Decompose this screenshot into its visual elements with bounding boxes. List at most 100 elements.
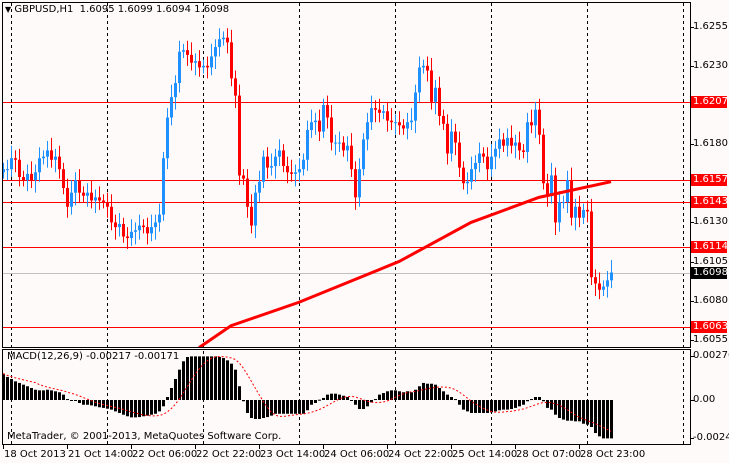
macd-bar xyxy=(594,400,597,434)
macd-bar xyxy=(194,356,197,400)
price-tick-label: 1.6180 xyxy=(693,138,728,149)
macd-bar xyxy=(106,400,109,409)
time-tick-label: 28 Oct 07:00 xyxy=(516,449,582,460)
bull-candle xyxy=(10,158,13,170)
bear-candle xyxy=(106,202,109,207)
macd-bar xyxy=(70,400,73,401)
bear-candle xyxy=(390,120,393,123)
macd-bar xyxy=(262,400,265,419)
macd-signal-line xyxy=(3,356,612,432)
bull-candle xyxy=(170,97,173,118)
bull-candle xyxy=(278,150,281,157)
bull-candle xyxy=(182,50,185,52)
level-price-label: 1.6157 xyxy=(691,174,728,186)
bear-candle xyxy=(226,37,229,43)
bull-candle xyxy=(34,172,37,181)
bear-candle xyxy=(18,159,21,178)
moving-average xyxy=(198,180,612,347)
macd-bar xyxy=(598,400,601,437)
macd-bar xyxy=(318,399,321,401)
macd-bar xyxy=(234,369,237,400)
macd-bar xyxy=(242,400,245,402)
macd-bar xyxy=(130,400,133,418)
bear-candle xyxy=(442,115,445,124)
bear-candle xyxy=(318,120,321,132)
bull-candle xyxy=(582,209,585,218)
bull-candle xyxy=(606,280,609,287)
bear-candle xyxy=(330,117,333,143)
bear-candle xyxy=(190,54,193,63)
bull-candle xyxy=(174,83,177,98)
bull-candle xyxy=(514,142,517,146)
chart-header: ▼ GBPUSD,H1 1.6095 1.6099 1.6094 1.6098 xyxy=(5,4,229,16)
bear-candle xyxy=(266,156,269,168)
macd-bar xyxy=(114,400,117,412)
macd-bar xyxy=(178,369,181,400)
macd-bar xyxy=(46,389,49,400)
time-tick-label: 25 Oct 14:00 xyxy=(452,449,518,460)
bear-candle xyxy=(510,137,513,146)
macd-bar xyxy=(586,400,589,425)
bear-candle xyxy=(230,42,233,79)
bull-candle xyxy=(218,39,221,48)
macd-bar xyxy=(458,400,461,405)
bear-candle xyxy=(522,150,525,152)
macd-bar xyxy=(222,357,225,400)
bear-candle xyxy=(238,95,241,176)
macd-bar xyxy=(14,381,17,400)
bull-candle xyxy=(394,122,397,124)
price-tick-label: 1.6255 xyxy=(693,21,728,32)
horizontal-level-lines[interactable] xyxy=(3,102,690,328)
axis-ticks xyxy=(3,27,694,449)
bull-candle xyxy=(434,87,437,102)
bear-candle xyxy=(66,187,69,207)
high-value: 1.6099 xyxy=(117,4,153,15)
bear-candle xyxy=(402,125,405,129)
bull-candle xyxy=(166,117,169,159)
level-price-label: 1.6114 xyxy=(691,241,728,253)
bull-candle xyxy=(418,67,421,93)
bull-candle xyxy=(134,230,137,232)
bear-candle xyxy=(578,206,581,218)
macd-bar xyxy=(82,400,85,405)
bull-candle xyxy=(202,65,205,68)
macd-bar xyxy=(166,396,169,400)
bear-candle xyxy=(426,65,429,71)
macd-bar xyxy=(346,396,349,400)
bear-candle xyxy=(502,139,505,146)
bull-candle xyxy=(466,181,469,184)
bull-candle xyxy=(154,222,157,228)
macd-bar xyxy=(486,400,489,413)
bear-candle xyxy=(14,158,17,160)
bid-price-label: 1.6098 xyxy=(691,267,728,279)
bear-candle xyxy=(22,177,25,181)
bull-candle xyxy=(310,122,313,131)
macd-bar xyxy=(590,400,593,428)
bear-candle xyxy=(250,206,253,226)
macd-bar xyxy=(274,400,277,414)
bear-candle xyxy=(246,178,249,207)
bull-candle xyxy=(494,148,497,157)
macd-bar xyxy=(62,394,65,400)
macd-bar xyxy=(426,383,429,400)
macd-bar xyxy=(442,391,445,400)
macd-bar xyxy=(230,363,233,400)
bear-candle xyxy=(430,70,433,102)
macd-bar xyxy=(134,400,137,418)
dropdown-triangle-icon[interactable]: ▼ xyxy=(5,5,12,14)
bear-candle xyxy=(378,109,381,113)
macd-bar xyxy=(430,383,433,400)
bull-candle xyxy=(558,202,561,223)
bull-candle xyxy=(406,122,409,129)
bull-candle xyxy=(562,202,565,204)
macd-bar xyxy=(370,400,373,403)
bear-candle xyxy=(518,142,521,151)
macd-bar xyxy=(482,400,485,413)
bear-candle xyxy=(342,142,345,151)
macd-bar xyxy=(174,378,177,400)
time-tick-label: 22 Oct 06:00 xyxy=(132,449,198,460)
macd-tick-label: -0.00243 xyxy=(693,432,729,443)
macd-bar xyxy=(574,400,577,422)
macd-bar xyxy=(170,387,173,400)
